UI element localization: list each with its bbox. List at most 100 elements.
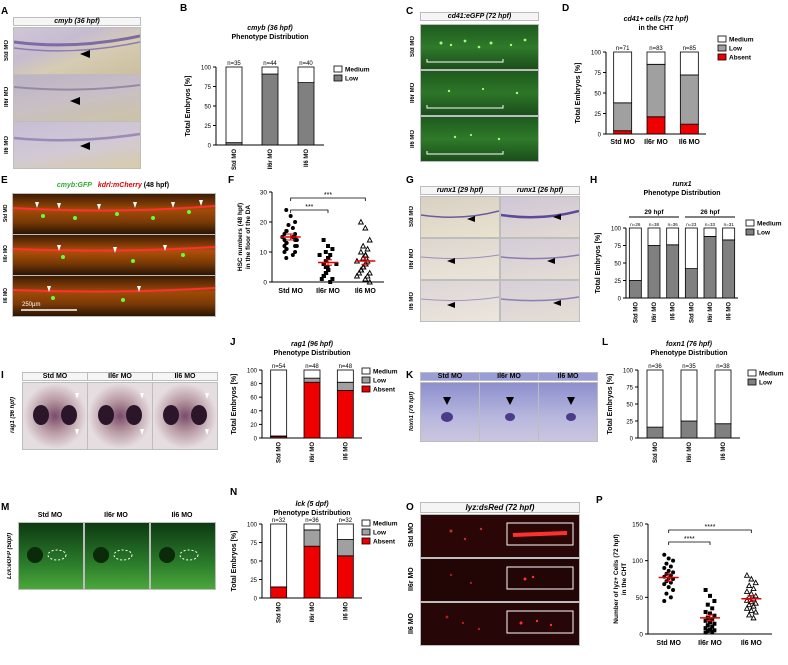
data-point [662, 566, 667, 570]
data-point [357, 218, 365, 225]
column-header: Il6r MO [479, 372, 539, 381]
bar-segment [336, 523, 354, 540]
micrograph [420, 382, 480, 442]
y-tick-label: 10 [260, 250, 268, 257]
legend-swatch [361, 519, 371, 527]
significance-label: *** [305, 204, 313, 211]
bar-segment [303, 369, 321, 379]
x-tick-label: Il6r MO [698, 640, 722, 647]
data-point [752, 579, 759, 586]
data-point [328, 280, 333, 284]
chart-subtitle: Phenotype Distribution [232, 34, 309, 41]
bar-segment [613, 51, 633, 104]
x-tick-label: Std MO [610, 139, 635, 146]
x-tick-label: Std MO [653, 442, 659, 463]
data-point [708, 620, 712, 625]
legend-swatch [361, 385, 371, 393]
x-tick-label: Il6 MO [304, 149, 310, 167]
data-point [362, 275, 369, 282]
y-tick-label: 80 [250, 382, 257, 388]
panel-letter: O [406, 502, 414, 513]
n-label: n=85 [683, 46, 697, 52]
data-point [326, 268, 331, 272]
y-axis-label: Number of lyz+ Cells (72 hpf)in the CHT [613, 534, 628, 623]
legend-swatch [361, 376, 371, 384]
bar-segment [647, 245, 661, 299]
legend-swatch [333, 65, 343, 73]
data-point [705, 602, 710, 607]
y-tick-label: 0 [639, 632, 643, 639]
data-point [666, 585, 671, 590]
legend-swatch [333, 74, 343, 82]
data-point [703, 610, 708, 614]
data-point [705, 629, 710, 634]
y-tick-label: 50 [594, 92, 601, 98]
n-label: n=83 [649, 46, 663, 52]
row-label: Il6r MO [3, 245, 9, 263]
y-tick-label: 25 [626, 420, 633, 426]
data-point [366, 269, 373, 276]
micrograph [150, 522, 216, 590]
panel-letter: G [406, 175, 414, 186]
x-tick-label: Std MO [689, 302, 695, 323]
panel-letter: I [1, 370, 4, 381]
y-tick-label: 50 [250, 560, 257, 566]
data-point [290, 253, 295, 257]
bar-segment [646, 426, 664, 439]
data-point [284, 208, 289, 212]
panel-letter: N [230, 487, 237, 498]
data-point [334, 262, 339, 266]
data-point [364, 272, 371, 279]
data-point [282, 244, 287, 248]
data-point [282, 238, 287, 242]
micrograph [13, 74, 141, 122]
n-label: n=48 [339, 364, 353, 370]
row-label: Std MO [4, 40, 10, 62]
data-point [319, 277, 324, 281]
bar-segment [628, 227, 642, 281]
data-point [325, 265, 330, 269]
bar-segment [297, 82, 315, 146]
data-point [284, 247, 289, 251]
significance-bracket [290, 197, 366, 201]
group-label: 29 hpf [644, 209, 664, 216]
panel-a: A cmyb (36 hpf) Std MO Il6r MO Il6 MO [0, 0, 175, 170]
row-label: Il6 MO [408, 612, 415, 634]
bar-segment [722, 239, 736, 299]
panel-k: K Std MO Il6r MO Il6 MO foxn1 (76 hpf) [400, 334, 598, 462]
bar-segment [303, 529, 321, 547]
y-tick-label: 50 [626, 403, 633, 409]
data-point [712, 599, 717, 603]
panel-o: O lyz:dsRed (72 hpf) Std MO Il6r MO Il6 … [400, 484, 586, 664]
data-point [321, 238, 326, 242]
y-tick-label: 30 [260, 190, 268, 197]
bar-segment [666, 227, 680, 246]
x-tick-label: Std MO [277, 442, 283, 463]
n-label: n=36 [648, 364, 662, 370]
bar-segment [336, 369, 354, 383]
micrograph [12, 193, 216, 235]
column-header: Il6r MO [104, 512, 128, 519]
data-point [662, 552, 667, 557]
x-tick-label: Il6r MO [708, 302, 714, 323]
legend-label: Low [373, 378, 387, 385]
y-axis-label-line: Number of lyz+ Cells (72 hpf) [613, 534, 620, 623]
legend-swatch [361, 537, 371, 545]
data-point [710, 629, 715, 634]
row-label: Std MO [410, 36, 416, 58]
bar-segment [714, 423, 732, 439]
legend-swatch [717, 53, 727, 61]
data-point [666, 556, 671, 561]
chart-subtitle: Phenotype Distribution [274, 350, 351, 357]
column-header: Il6r MO [87, 372, 153, 381]
legend-label: Low [757, 230, 771, 237]
column-header: runx1 (26 hpf) [500, 186, 580, 195]
bar-segment [225, 66, 243, 144]
data-point [330, 277, 335, 281]
y-tick-label: 100 [247, 369, 258, 375]
n-label: n=54 [272, 364, 286, 370]
row-label: Il6r MO [4, 86, 10, 108]
y-axis-label-line: in the CHT [621, 563, 628, 596]
